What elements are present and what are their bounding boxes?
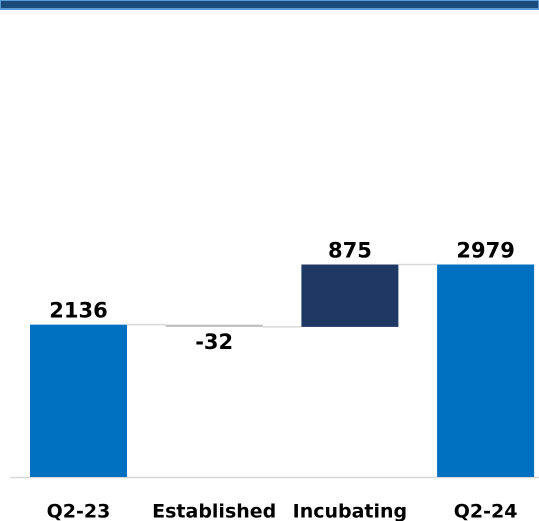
data-label: 875 (328, 238, 372, 262)
bar (165, 324, 263, 327)
x-tick-label: Q2-23 (47, 501, 111, 521)
x-tick-label: Q2-24 (454, 501, 518, 521)
data-label: -32 (195, 330, 233, 354)
bar (30, 324, 127, 477)
data-label: 2979 (456, 238, 514, 262)
bar (437, 264, 535, 477)
x-tick-label: Incubating (293, 501, 408, 521)
x-tick-label: Established (152, 501, 276, 521)
bar (301, 264, 399, 327)
data-label: 2136 (49, 299, 107, 323)
header-strip (0, 0, 539, 10)
